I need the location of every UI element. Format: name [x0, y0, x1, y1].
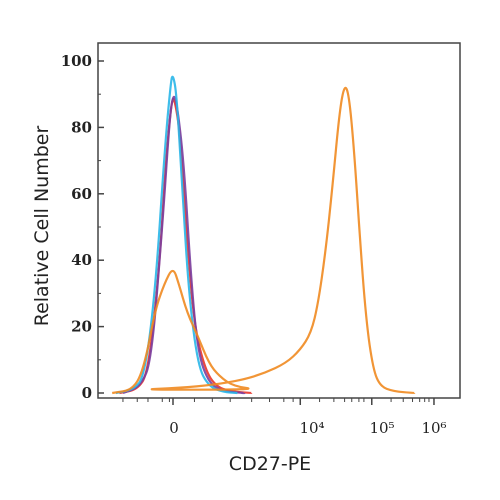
- y-tick-label: 20: [71, 318, 92, 336]
- y-tick-label: 0: [82, 384, 92, 402]
- series-line-3: [115, 75, 238, 395]
- x-axis-ticks: 0 10⁴ 10⁵ 10⁶: [122, 398, 447, 437]
- y-tick-label: 60: [71, 185, 92, 203]
- series-line-2: [122, 95, 246, 395]
- y-axis-label: Relative Cell Number: [31, 126, 53, 327]
- plot-frame: [97, 42, 461, 399]
- x-tick-label: 0: [169, 419, 179, 437]
- x-tick-label: 10⁴: [299, 419, 324, 437]
- y-axis-ticks: 0 20 40 60 80 100: [61, 52, 104, 402]
- plot-border: [97, 42, 461, 399]
- y-tick-label: 40: [71, 251, 92, 269]
- y-tick-label: 80: [71, 118, 92, 136]
- x-axis-label: CD27-PE: [229, 453, 311, 475]
- x-tick-label: 10⁵: [369, 419, 394, 437]
- y-tick-label: 100: [61, 52, 92, 70]
- x-tick-label: 10⁶: [421, 419, 446, 437]
- series-line-4: [112, 86, 416, 395]
- series-layer: [112, 75, 416, 395]
